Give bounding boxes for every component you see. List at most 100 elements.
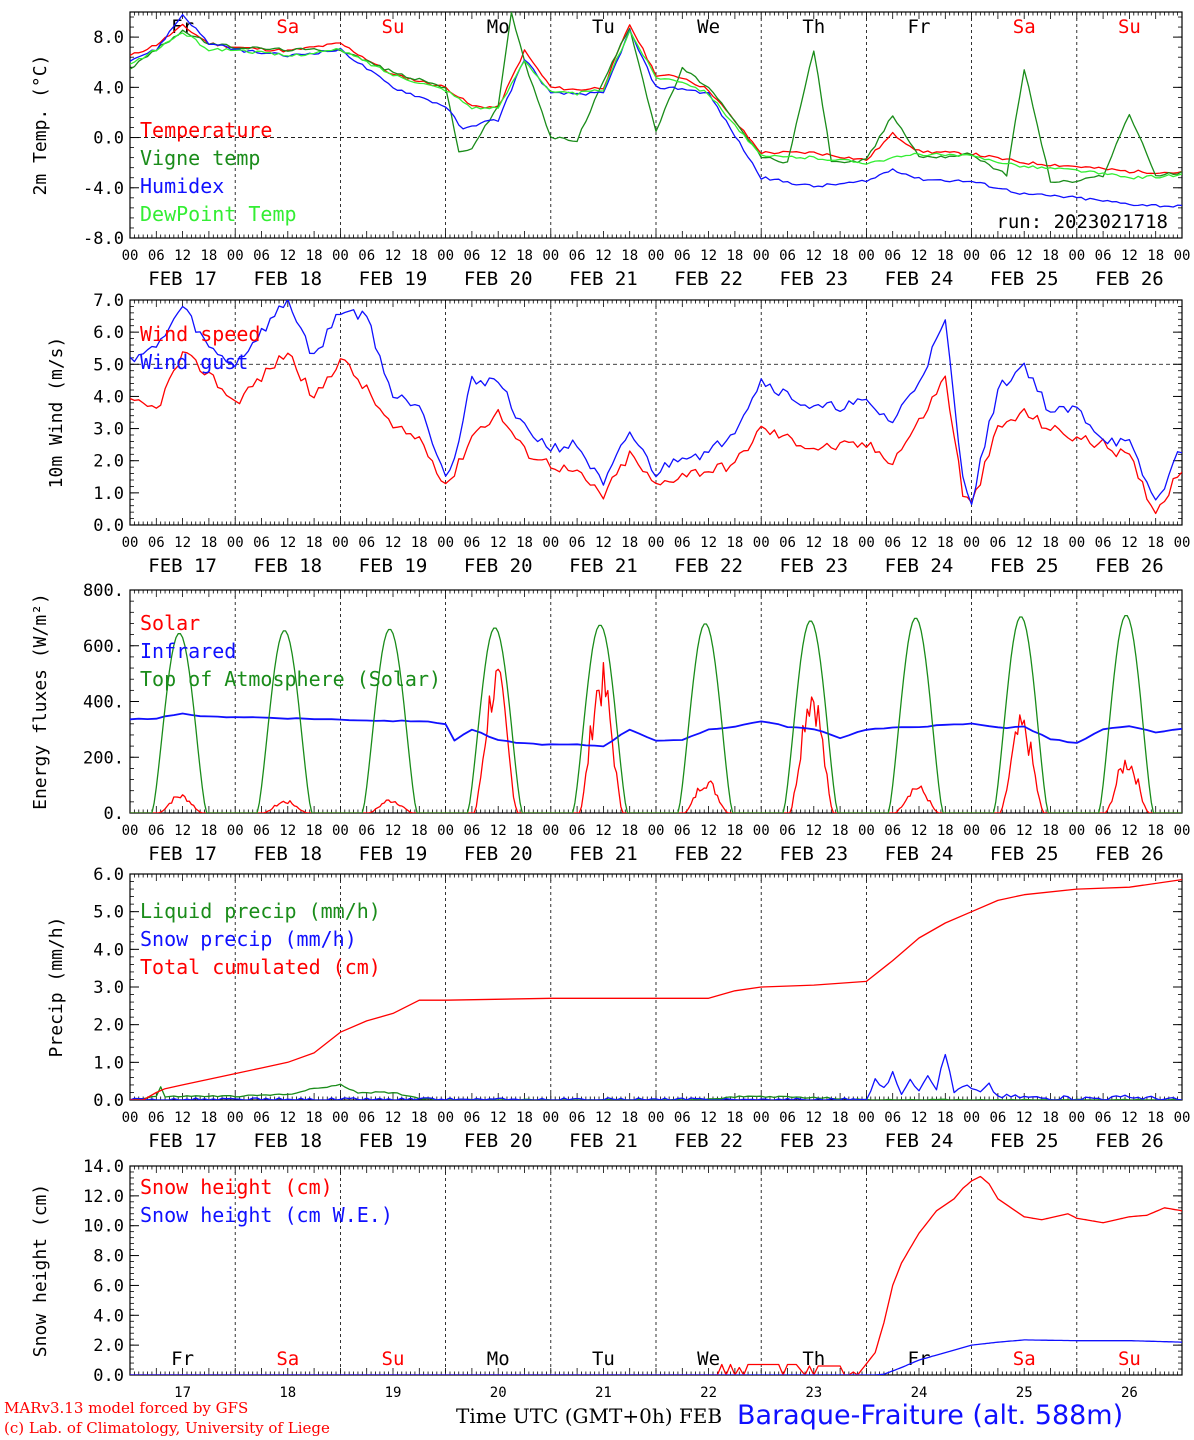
model-credit-line: MARv3.13 model forced by GFS xyxy=(4,1399,249,1417)
hour-tick-label: 06 xyxy=(989,248,1006,264)
hour-tick-label: 18 xyxy=(306,823,323,839)
series-line-wind-speed xyxy=(130,351,1182,515)
hour-tick-label: 18 xyxy=(726,248,743,264)
date-label: FEB 24 xyxy=(885,843,954,865)
hour-tick-label: 00 xyxy=(1068,1110,1085,1126)
y-tick-label: 4.0 xyxy=(93,1306,124,1326)
day-name-label: Th xyxy=(802,1348,825,1370)
hour-tick-label: 00 xyxy=(332,248,349,264)
hour-tick-label: 06 xyxy=(253,1110,270,1126)
hour-tick-label: 12 xyxy=(490,823,507,839)
y-axis-label: Snow height (cm) xyxy=(30,1184,51,1357)
hour-tick-label: 18 xyxy=(726,1110,743,1126)
hour-tick-label: 12 xyxy=(805,248,822,264)
y-tick-label: 6.0 xyxy=(93,323,124,343)
hour-tick-label: 18 xyxy=(832,248,849,264)
date-label: FEB 18 xyxy=(253,843,322,865)
hour-tick-label: 18 xyxy=(200,535,217,551)
hour-tick-label: 18 xyxy=(516,248,533,264)
hour-tick-label: 12 xyxy=(1121,535,1138,551)
legend-entry: Solar xyxy=(140,611,200,635)
y-tick-label: -4.0 xyxy=(83,179,124,199)
series-line-infrared xyxy=(130,712,1182,748)
hour-tick-label: 12 xyxy=(805,1110,822,1126)
date-label: FEB 18 xyxy=(253,1130,322,1152)
hour-tick-label: 18 xyxy=(411,1110,428,1126)
hour-tick-label: 12 xyxy=(385,535,402,551)
hour-tick-label: 18 xyxy=(200,1110,217,1126)
y-tick-label: 4.0 xyxy=(93,78,124,98)
hour-tick-label: 12 xyxy=(1016,535,1033,551)
hour-tick-label: 18 xyxy=(1147,248,1164,264)
hour-tick-label: 12 xyxy=(911,823,928,839)
legend-entry: DewPoint Temp xyxy=(140,202,297,226)
hour-tick-label: 12 xyxy=(174,1110,191,1126)
day-name-label: Su xyxy=(1118,16,1141,38)
run-label: run: 2023021718 xyxy=(996,211,1168,233)
hour-tick-label: 06 xyxy=(674,535,691,551)
day-number-label: 19 xyxy=(385,1385,402,1401)
y-tick-label: 8.0 xyxy=(93,28,124,48)
legend-entry: Vigne temp xyxy=(140,146,260,170)
hour-tick-label: 06 xyxy=(358,248,375,264)
legend-entry: Humidex xyxy=(140,174,224,198)
day-number-label: 24 xyxy=(911,1385,928,1401)
hour-tick-label: 00 xyxy=(963,823,980,839)
y-tick-label: 2.0 xyxy=(93,452,124,472)
day-name-label: Mo xyxy=(487,16,510,38)
day-name-label: Sa xyxy=(276,1348,299,1370)
hour-tick-label: 06 xyxy=(779,535,796,551)
y-tick-label: 0. xyxy=(104,804,124,824)
hour-tick-label: 00 xyxy=(753,535,770,551)
legend-entry: Temperature xyxy=(140,118,272,142)
legend-entry: Snow height (cm) xyxy=(140,1175,333,1199)
y-axis-label: Precip (mm/h) xyxy=(46,917,67,1058)
y-axis-label: 10m Wind (m/s) xyxy=(46,337,67,489)
hour-tick-label: 06 xyxy=(569,823,586,839)
hour-tick-label: 00 xyxy=(227,248,244,264)
y-tick-label: 14.0 xyxy=(83,1157,124,1177)
y-tick-label: -8.0 xyxy=(83,229,124,249)
day-name-label: Mo xyxy=(487,1348,510,1370)
hour-tick-label: 06 xyxy=(989,1110,1006,1126)
hour-tick-label: 18 xyxy=(1042,1110,1059,1126)
hour-tick-label: 06 xyxy=(779,823,796,839)
hour-tick-label: 06 xyxy=(569,1110,586,1126)
date-label: FEB 25 xyxy=(990,268,1059,290)
series-line-snow-height-cm xyxy=(130,1175,1182,1375)
y-tick-label: 2.0 xyxy=(93,1336,124,1356)
hour-tick-label: 00 xyxy=(122,248,139,264)
hour-tick-label: 12 xyxy=(385,248,402,264)
hour-tick-label: 18 xyxy=(937,1110,954,1126)
hour-tick-label: 12 xyxy=(911,535,928,551)
day-name-label: Sa xyxy=(276,16,299,38)
hour-tick-label: 12 xyxy=(490,1110,507,1126)
y-tick-label: 0.0 xyxy=(93,1366,124,1386)
date-label: FEB 20 xyxy=(464,843,533,865)
date-label: FEB 24 xyxy=(885,1130,954,1152)
hour-tick-label: 00 xyxy=(753,823,770,839)
day-number-label: 21 xyxy=(595,1385,612,1401)
hour-tick-label: 18 xyxy=(726,823,743,839)
hour-tick-label: 06 xyxy=(358,535,375,551)
series-group xyxy=(130,300,1182,515)
y-tick-label: 0.0 xyxy=(93,129,124,149)
date-label: FEB 21 xyxy=(569,843,638,865)
hour-tick-label: 18 xyxy=(1147,823,1164,839)
date-label: FEB 19 xyxy=(359,843,428,865)
series-group xyxy=(130,12,1182,208)
legend-entry: Wind gust xyxy=(140,350,248,374)
hour-tick-label: 18 xyxy=(832,823,849,839)
date-label: FEB 22 xyxy=(674,843,743,865)
day-name-label: Th xyxy=(802,16,825,38)
hour-tick-label: 12 xyxy=(595,823,612,839)
hour-tick-label: 18 xyxy=(832,1110,849,1126)
hour-tick-label: 12 xyxy=(700,823,717,839)
hour-tick-label: 06 xyxy=(148,535,165,551)
date-label: FEB 26 xyxy=(1095,843,1164,865)
date-label: FEB 24 xyxy=(885,555,954,577)
hour-tick-label: 06 xyxy=(884,823,901,839)
date-label: FEB 22 xyxy=(674,268,743,290)
hour-tick-label: 00 xyxy=(648,535,665,551)
hour-tick-label: 18 xyxy=(200,823,217,839)
